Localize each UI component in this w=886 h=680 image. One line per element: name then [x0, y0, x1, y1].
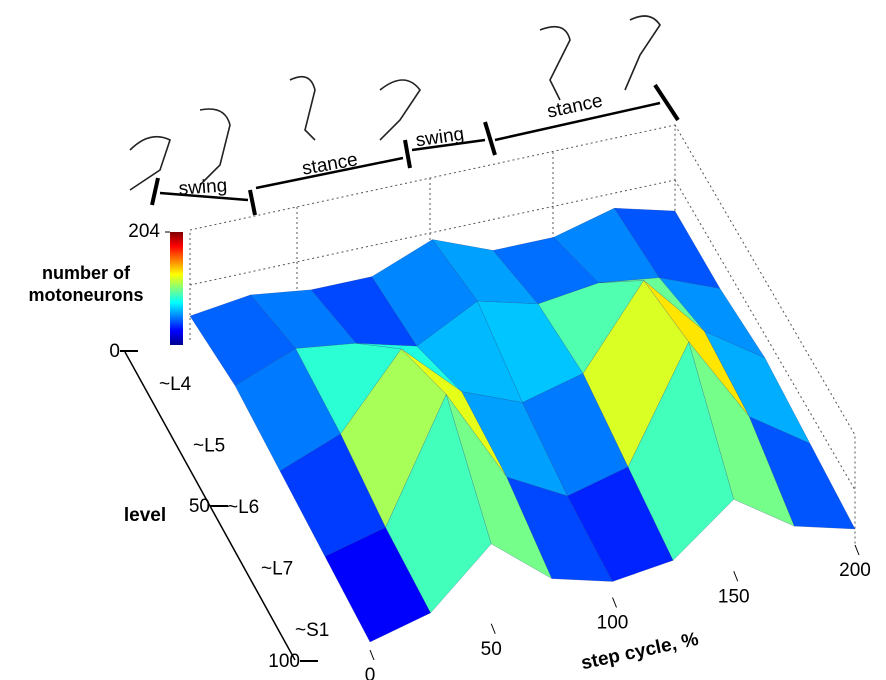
x-tick	[370, 650, 374, 660]
y-axis-title: level	[124, 505, 166, 526]
colorbar-tick-label: 204	[128, 221, 160, 242]
phase-label: stance	[301, 149, 360, 179]
y-tick-label: 50	[189, 496, 210, 517]
x-tick	[734, 571, 738, 581]
phase-label: swing	[178, 175, 228, 199]
x-tick-label: 0	[365, 665, 376, 680]
x-tick-label: 50	[481, 639, 502, 660]
x-tick	[613, 598, 617, 608]
y-tick-label: 100	[268, 651, 300, 672]
level-label: ~L7	[261, 559, 293, 580]
x-tick-label: 200	[839, 560, 871, 581]
level-label: ~L5	[193, 435, 225, 456]
chart: 0 50 100 150 200 0 50 100 ~L4 ~L5 ~L6 ~L7 ~S1 level st…	[0, 0, 886, 680]
level-label: ~L6	[227, 497, 259, 518]
x-tick-label: 100	[597, 613, 629, 634]
x-axis-title: step cycle, %	[579, 629, 700, 674]
x-tick	[491, 624, 495, 634]
phase-label: swing	[414, 124, 465, 152]
x-tick	[855, 545, 859, 555]
colorbar-title: number of motoneurons	[0, 262, 172, 306]
x-tick-label: 150	[718, 586, 750, 607]
level-label: ~S1	[295, 620, 329, 641]
page: {"chart_data": { "type": "surface", "xla…	[0, 0, 886, 680]
level-label: ~L4	[159, 374, 192, 395]
y-tick-label: 0	[109, 341, 120, 362]
